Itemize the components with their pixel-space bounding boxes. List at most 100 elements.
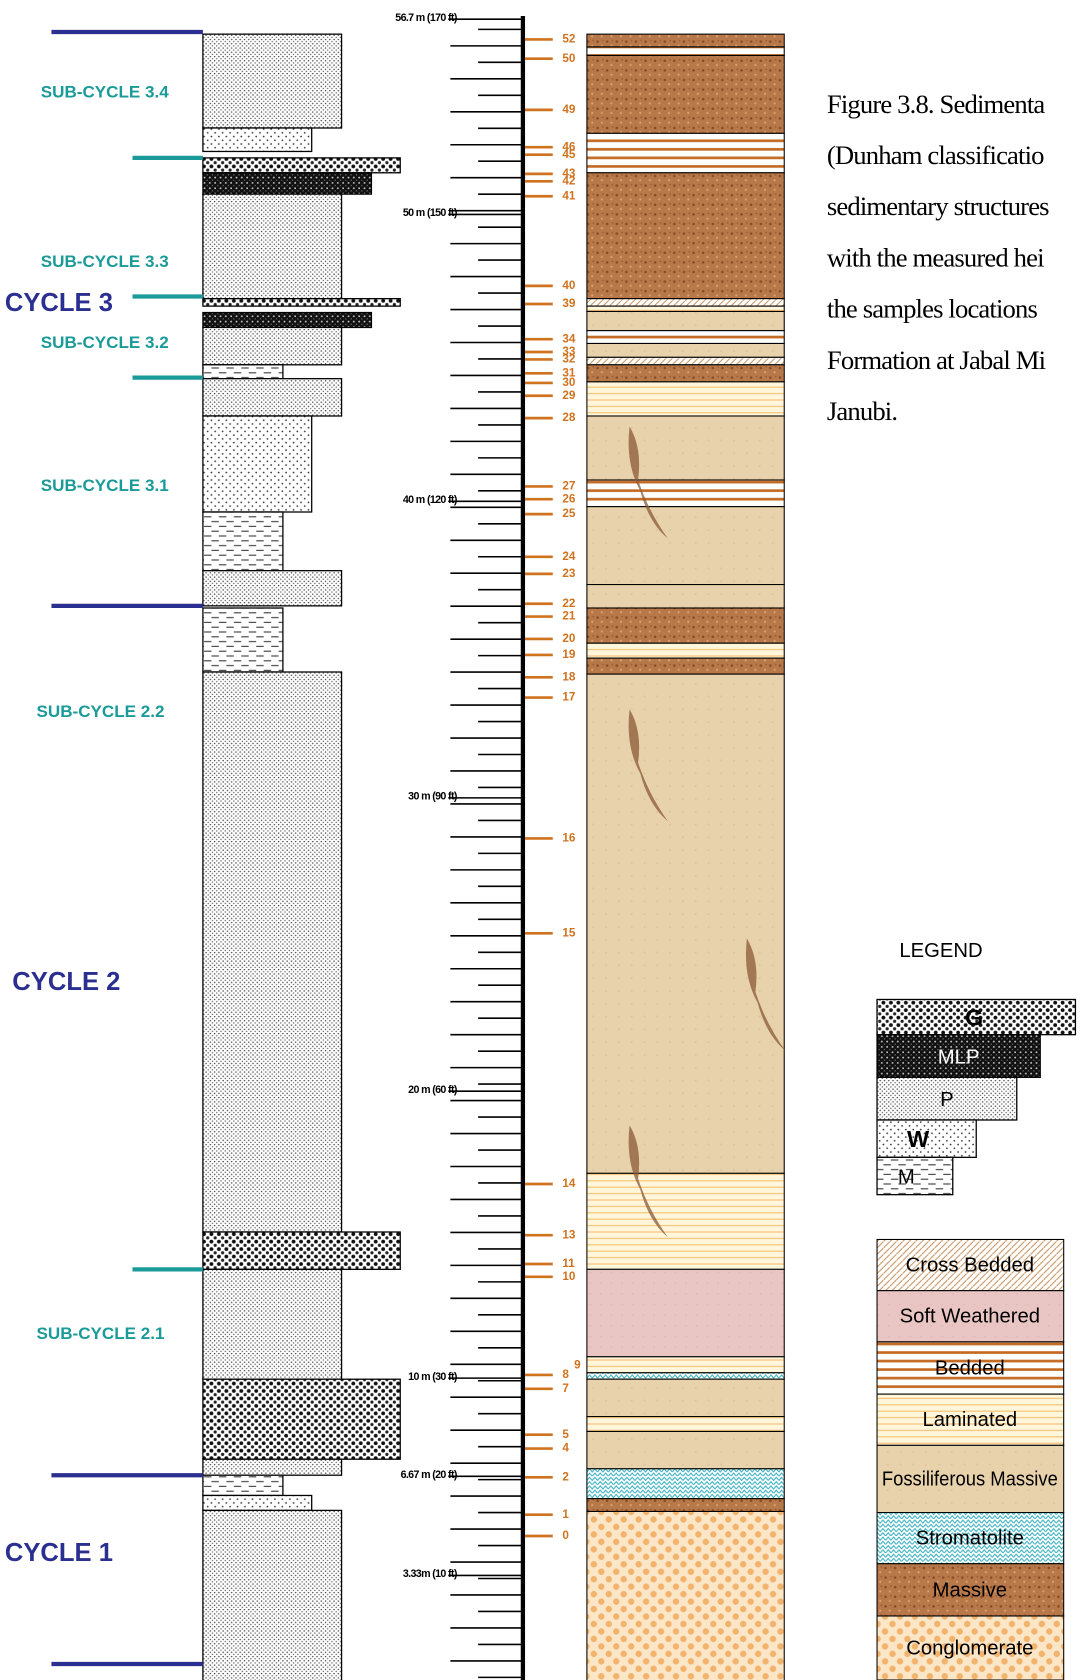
- legend-lithology-label: Conglomerate: [906, 1637, 1033, 1659]
- legend-title: LEGEND: [899, 940, 982, 962]
- sample-number: 41: [562, 189, 576, 202]
- caption-line: the samples locations: [827, 294, 1038, 324]
- sample-number: 16: [562, 831, 576, 844]
- cycle-label: CYCLE 2: [12, 968, 120, 996]
- legend-texture-label: P: [940, 1089, 954, 1111]
- sample-number: 17: [562, 691, 575, 704]
- sample-number: 9: [574, 1358, 581, 1371]
- sample-number: 32: [562, 353, 576, 366]
- sub-cycle-label: SUB-CYCLE 2.1: [37, 1324, 165, 1343]
- lithology-bed: [587, 643, 784, 658]
- sub-cycle-label: SUB-CYCLE 3.3: [41, 252, 169, 271]
- sub-cycle-label: SUB-CYCLE 3.4: [41, 82, 169, 101]
- lithology-bed: [587, 299, 784, 306]
- texture-bed: [203, 173, 372, 194]
- texture-bed: [203, 1510, 342, 1680]
- sample-number: 2: [562, 1470, 569, 1483]
- scale-label: 40 m (120 ft): [403, 494, 458, 506]
- texture-bed: [203, 299, 400, 306]
- lithology-bed: [587, 365, 784, 382]
- lithology-bed: [587, 357, 784, 364]
- lithology-bed: [587, 311, 784, 330]
- caption-line: Formation at Jabal Mi: [827, 345, 1046, 375]
- texture-bed: [203, 608, 283, 672]
- sample-number: 25: [562, 507, 576, 520]
- lithology-bed: [587, 1499, 784, 1512]
- legend-texture-label: W: [907, 1126, 930, 1152]
- caption-line: (Dunham classificatio: [827, 140, 1044, 170]
- lithology-bed: [587, 1269, 784, 1356]
- sample-number: 22: [562, 597, 576, 610]
- lithology-bed: [587, 173, 784, 299]
- legend-texture-label: G: [965, 1004, 983, 1030]
- sample-number: 30: [562, 376, 576, 389]
- legend: LEGEND G MLP PWM Cross Bedded Soft Weathered B…: [877, 940, 1075, 1680]
- legend-texture-label: MLP: [938, 1046, 980, 1068]
- texture-bed: [203, 672, 342, 1232]
- legend-texture-label: M: [898, 1166, 915, 1188]
- sample-number: 0: [562, 1529, 569, 1542]
- texture-bed: [203, 365, 283, 379]
- lithology-column: [587, 34, 785, 1680]
- sub-cycle-label: SUB-CYCLE 3.1: [41, 476, 169, 495]
- texture-bed: [203, 327, 342, 364]
- sample-number: 7: [562, 1382, 569, 1395]
- sample-number: 8: [562, 1368, 569, 1381]
- lithology-bed: [587, 1417, 784, 1432]
- cycle-label: CYCLE 1: [5, 1539, 113, 1567]
- texture-bed: [203, 512, 283, 571]
- scale-label: 3.33m (10 ft): [403, 1568, 458, 1580]
- legend-lithology-label: Bedded: [935, 1357, 1005, 1379]
- lithology-bed: [587, 1431, 784, 1468]
- sample-number: 39: [562, 297, 576, 310]
- lithology-bed: [587, 416, 784, 480]
- sample-number: 28: [562, 411, 576, 424]
- lithology-bed: [587, 1379, 784, 1416]
- lithology-bed: [587, 306, 784, 311]
- scale-label: 10 m (30 ft): [408, 1371, 458, 1383]
- legend-lithology-label: Cross Bedded: [906, 1254, 1034, 1276]
- caption-line: Figure 3.8. Sedimenta: [827, 89, 1046, 119]
- scale-label: 6.67 m (20 ft): [401, 1469, 458, 1481]
- texture-bed: [203, 194, 342, 299]
- lithology-bed: [587, 1469, 784, 1499]
- lithology-bed: [587, 47, 784, 56]
- height-scale: 56.7 m (170 ft)50 m (150 ft)40 m (120 ft…: [395, 12, 581, 1680]
- lithology-bed: [587, 55, 784, 133]
- sample-number: 5: [562, 1428, 569, 1441]
- sample-number: 49: [562, 103, 576, 116]
- legend-lithology-label: Soft Weathered: [900, 1306, 1040, 1328]
- lithology-bed: [587, 480, 784, 507]
- lithology-bed: [587, 585, 784, 608]
- legend-lithology-label: Stromatolite: [916, 1528, 1024, 1550]
- sample-number: 10: [562, 1270, 576, 1283]
- sample-number: 42: [562, 174, 576, 187]
- lithology-bed: [587, 674, 784, 1173]
- sample-number: 19: [562, 648, 576, 661]
- lithology-bed: [587, 1357, 784, 1373]
- legend-texture-swatch: [877, 1157, 953, 1194]
- sample-number: 52: [562, 33, 576, 46]
- texture-bed: [203, 128, 312, 151]
- sample-number: 40: [562, 279, 576, 292]
- scale-label: 30 m (90 ft): [408, 791, 458, 803]
- sample-number: 21: [562, 610, 576, 623]
- lithology-bed: [587, 608, 784, 643]
- sample-number: 20: [562, 632, 576, 645]
- texture-bed: [203, 1475, 283, 1495]
- lithology-bed: [587, 507, 784, 585]
- lithology-bed: [587, 382, 784, 416]
- texture-bed: [203, 34, 342, 128]
- sample-number: 45: [562, 148, 576, 161]
- texture-bed: [203, 158, 400, 173]
- sample-number: 27: [562, 479, 575, 492]
- texture-bed: [203, 313, 372, 328]
- caption-line: Janubi.: [827, 396, 897, 426]
- sample-number: 29: [562, 389, 576, 402]
- texture-bed: [203, 1459, 342, 1475]
- sample-number: 11: [562, 1257, 575, 1270]
- sample-number: 4: [562, 1442, 569, 1455]
- legend-lithology-label: Massive: [933, 1579, 1007, 1601]
- sample-number: 24: [562, 550, 576, 563]
- legend-lithology-label: Laminated: [923, 1409, 1018, 1431]
